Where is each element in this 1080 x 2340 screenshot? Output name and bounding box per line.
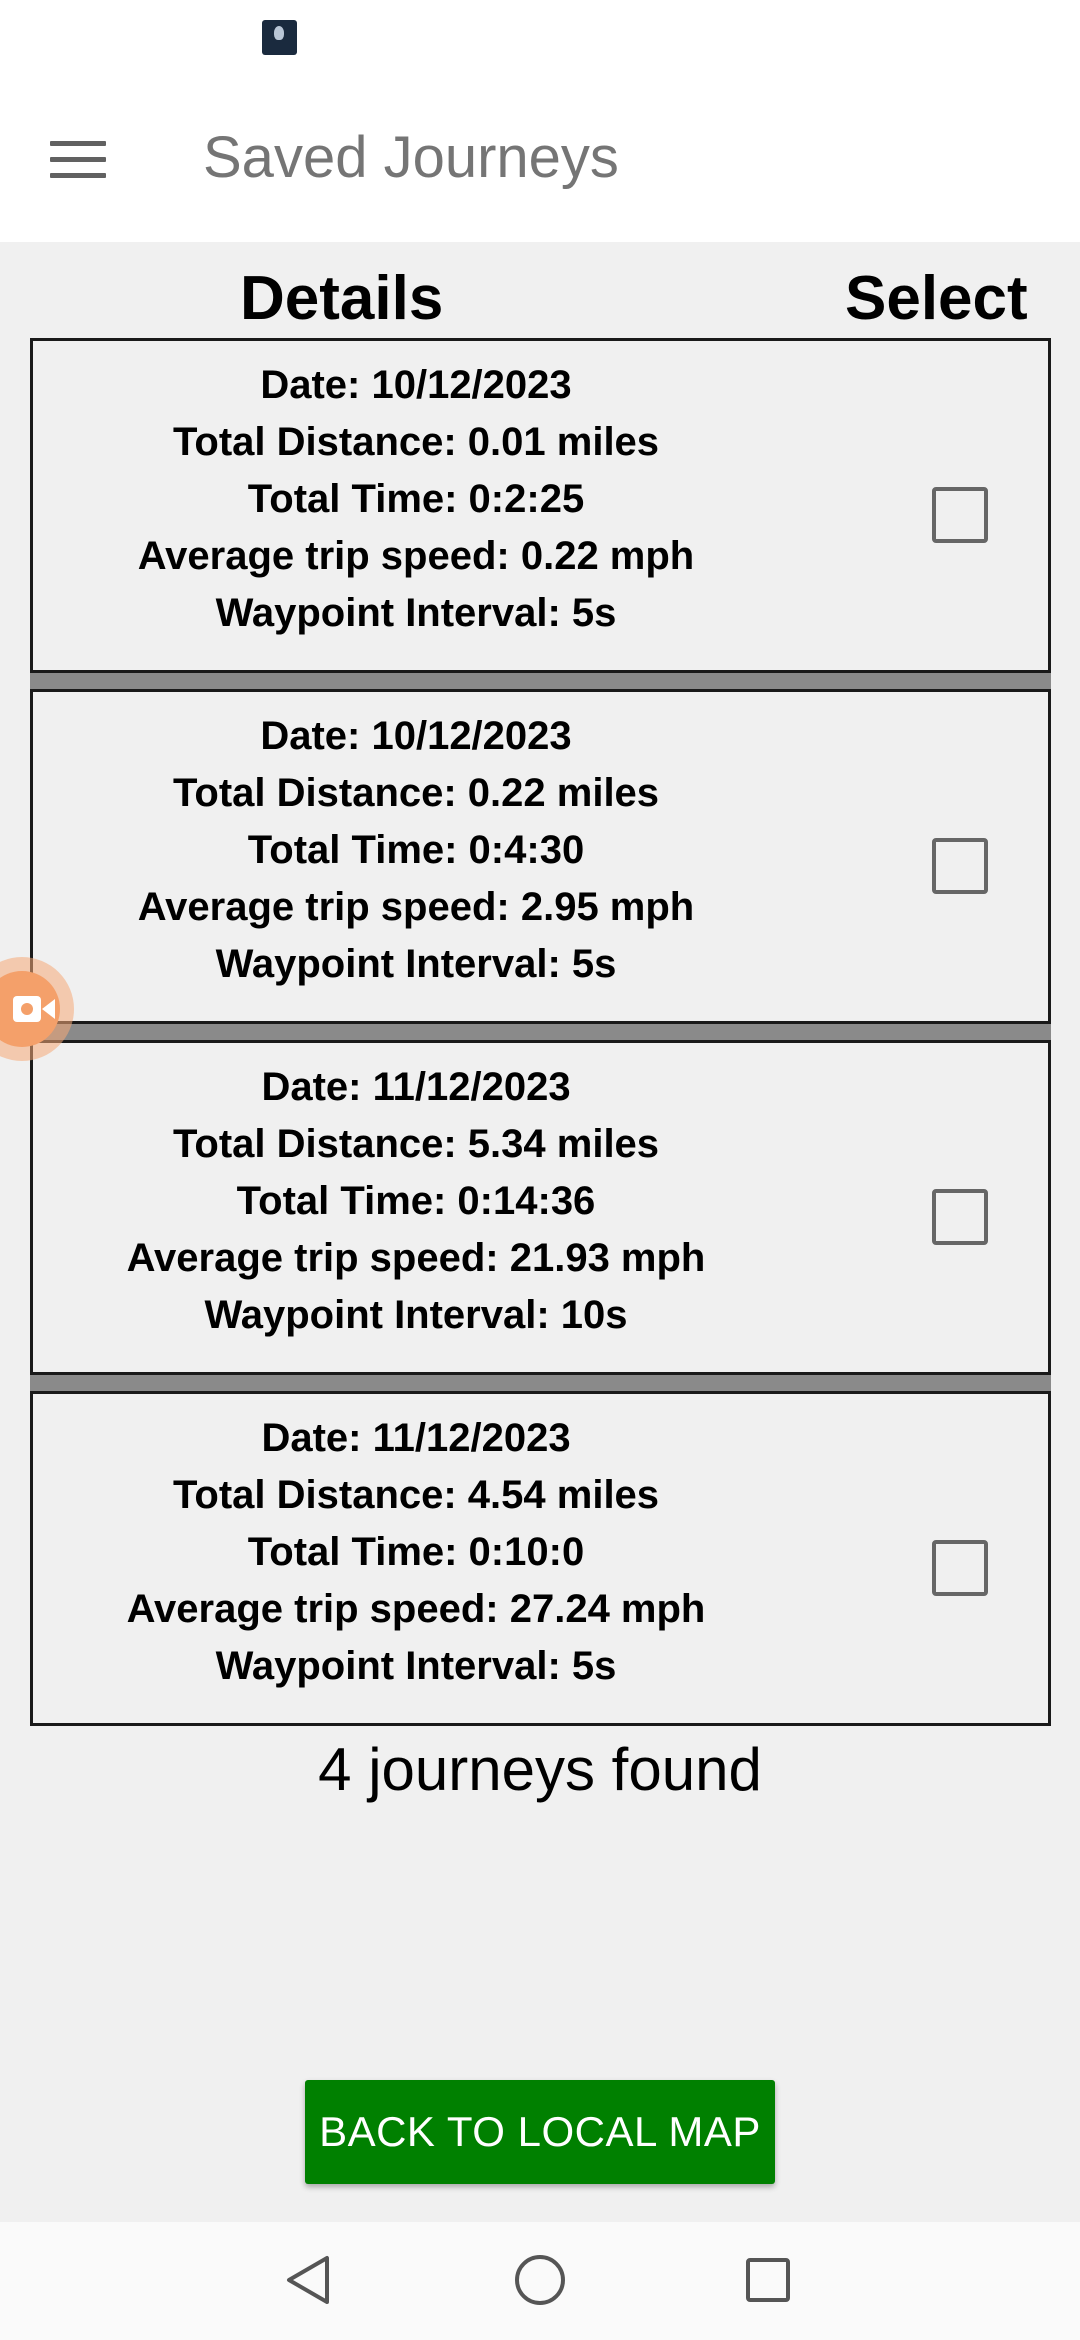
journey-speed: Average trip speed: 21.93 mph	[126, 1236, 706, 1280]
journey-details: Date: 11/12/2023 Total Distance: 4.54 mi…	[33, 1410, 799, 1695]
select-column-header: Select	[845, 264, 1028, 333]
hamburger-menu-icon[interactable]	[50, 141, 106, 179]
journey-divider	[30, 1024, 1051, 1040]
journey-details: Date: 11/12/2023 Total Distance: 5.34 mi…	[33, 1059, 799, 1344]
journey-details: Date: 10/12/2023 Total Distance: 0.22 mi…	[33, 708, 799, 993]
journey-card: Date: 10/12/2023 Total Distance: 0.22 mi…	[30, 689, 1051, 1024]
journey-interval: Waypoint Interval: 5s	[215, 1644, 617, 1688]
journey-date: Date: 10/12/2023	[260, 363, 572, 407]
journeys-count-text: 4 journeys found	[318, 1736, 762, 1803]
journeys-list: Date: 10/12/2023 Total Distance: 0.01 mi…	[30, 338, 1051, 1726]
journey-speed: Average trip speed: 2.95 mph	[137, 885, 695, 929]
notification-thumbnail-icon	[262, 20, 297, 55]
journey-time: Total Time: 0:10:0	[247, 1530, 585, 1574]
journey-details: Date: 10/12/2023 Total Distance: 0.01 mi…	[33, 357, 799, 642]
journey-card: Date: 10/12/2023 Total Distance: 0.01 mi…	[30, 338, 1051, 673]
journey-interval: Waypoint Interval: 10s	[204, 1293, 628, 1337]
journey-interval: Waypoint Interval: 5s	[215, 942, 617, 986]
record-badge	[0, 971, 60, 1047]
page-title: Saved Journeys	[203, 125, 619, 190]
journey-distance: Total Distance: 4.54 miles	[172, 1473, 660, 1517]
system-nav-bar	[0, 2222, 1080, 2340]
recents-square-icon[interactable]	[736, 2248, 800, 2312]
journey-distance: Total Distance: 0.01 miles	[172, 420, 660, 464]
journey-speed: Average trip speed: 27.24 mph	[126, 1587, 706, 1631]
journey-divider	[30, 673, 1051, 689]
journey-card: Date: 11/12/2023 Total Distance: 5.34 mi…	[30, 1040, 1051, 1375]
journey-date: Date: 10/12/2023	[260, 714, 572, 758]
journey-speed: Average trip speed: 0.22 mph	[137, 534, 695, 578]
journey-time: Total Time: 0:2:25	[247, 477, 585, 521]
screen-record-icon	[13, 996, 55, 1022]
details-column-header: Details	[240, 264, 444, 333]
journey-time: Total Time: 0:4:30	[247, 828, 585, 872]
journey-divider	[30, 1375, 1051, 1391]
journey-date: Date: 11/12/2023	[261, 1065, 571, 1109]
home-circle-icon[interactable]	[508, 2248, 572, 2312]
back-triangle-icon[interactable]	[277, 2248, 341, 2312]
journey-time: Total Time: 0:14:36	[236, 1179, 596, 1223]
journey-interval: Waypoint Interval: 5s	[215, 591, 617, 635]
journey-select-checkbox[interactable]	[932, 1540, 988, 1596]
journey-date: Date: 11/12/2023	[261, 1416, 571, 1460]
journey-select-checkbox[interactable]	[932, 838, 988, 894]
app-bar: Saved Journeys	[0, 75, 1080, 242]
journey-select-checkbox[interactable]	[932, 1189, 988, 1245]
journey-distance: Total Distance: 5.34 miles	[172, 1122, 660, 1166]
journey-card: Date: 11/12/2023 Total Distance: 4.54 mi…	[30, 1391, 1051, 1726]
journey-select-checkbox[interactable]	[932, 487, 988, 543]
status-bar	[0, 0, 1080, 75]
journey-distance: Total Distance: 0.22 miles	[172, 771, 660, 815]
back-to-local-map-button[interactable]: BACK TO LOCAL MAP	[305, 2080, 775, 2184]
